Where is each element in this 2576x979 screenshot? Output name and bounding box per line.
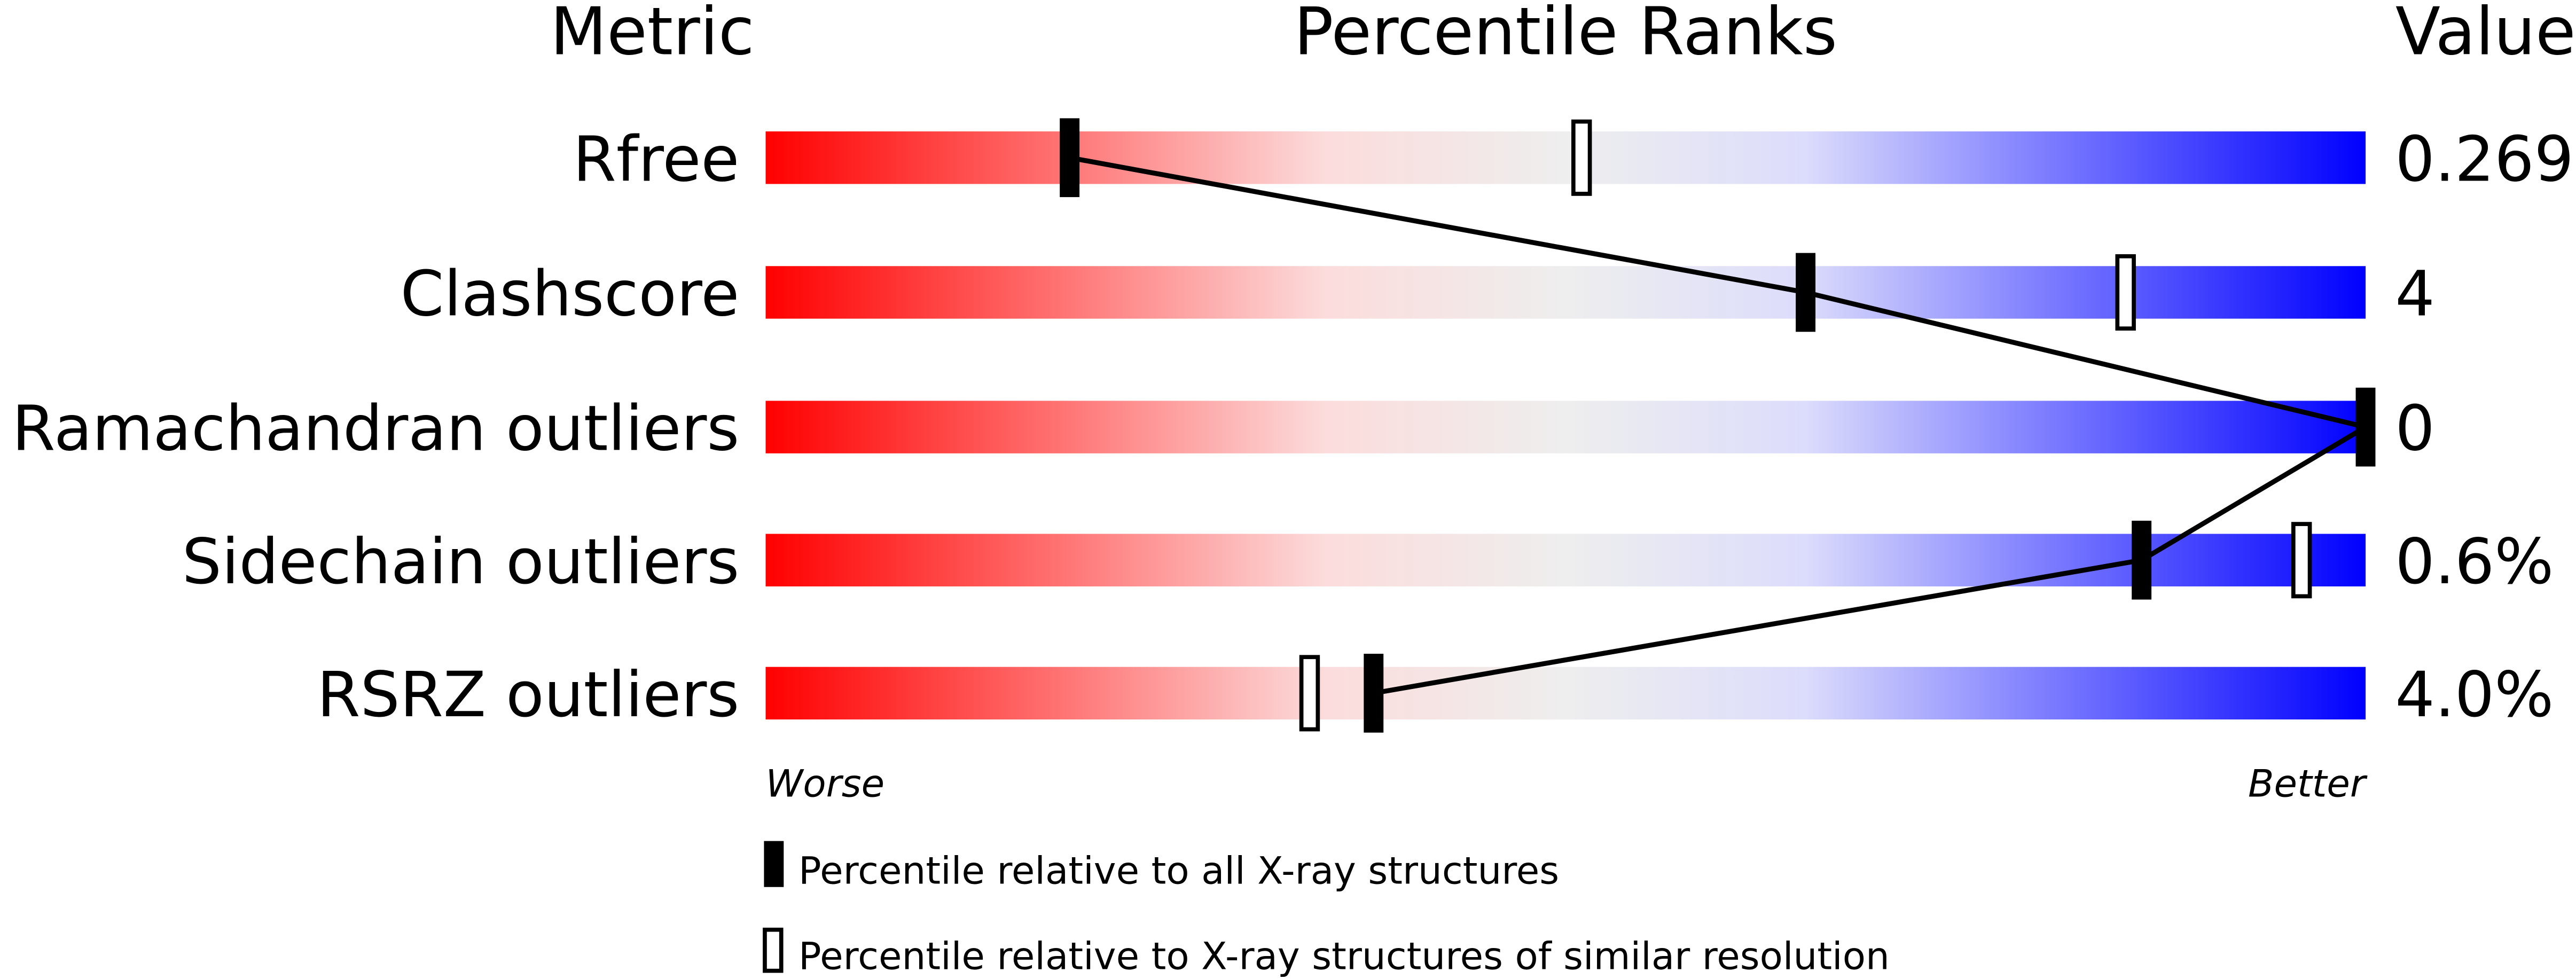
marker-all-structures: [2355, 387, 2376, 467]
header-value: Value: [2395, 0, 2576, 70]
legend-label-all: Percentile relative to all X-ray structu…: [798, 849, 1559, 893]
metric-label: Sidechain outliers: [182, 526, 739, 598]
metric-label: RSRZ outliers: [317, 659, 739, 731]
axis-label-better: Better: [2248, 762, 2368, 806]
legend-filled-marker: [764, 841, 784, 887]
header-percentile-ranks: Percentile Ranks: [1294, 0, 1837, 70]
marker-all-structures: [1796, 253, 1816, 332]
header-metric: Metric: [550, 0, 754, 70]
marker-similar-resolution: [2115, 254, 2136, 331]
metric-value: 4: [2395, 257, 2434, 330]
metric-label: Ramachandran outliers: [12, 393, 739, 465]
axis-label-worse: Worse: [765, 762, 884, 806]
marker-similar-resolution: [2291, 522, 2312, 599]
metric-value: 4.0%: [2395, 659, 2554, 731]
metric-label: Rfree: [573, 123, 740, 195]
percentile-bar: [765, 401, 2366, 453]
metric-value: 0.6%: [2395, 526, 2554, 598]
legend-open-marker: [763, 927, 784, 973]
metric-value: 0: [2395, 393, 2434, 465]
percentile-bar: [765, 667, 2366, 720]
legend-label-similar: Percentile relative to X-ray structures …: [798, 934, 1890, 978]
metric-label: Clashscore: [401, 257, 740, 330]
marker-all-structures: [2132, 520, 2152, 600]
marker-similar-resolution: [1571, 119, 1592, 196]
marker-all-structures: [1364, 654, 1384, 733]
marker-all-structures: [1060, 118, 1080, 198]
percentile-bar: [765, 131, 2366, 184]
percentile-bar: [765, 266, 2366, 319]
percentile-bar: [765, 534, 2366, 586]
marker-similar-resolution: [1299, 655, 1320, 732]
metric-value: 0.269: [2395, 123, 2574, 195]
